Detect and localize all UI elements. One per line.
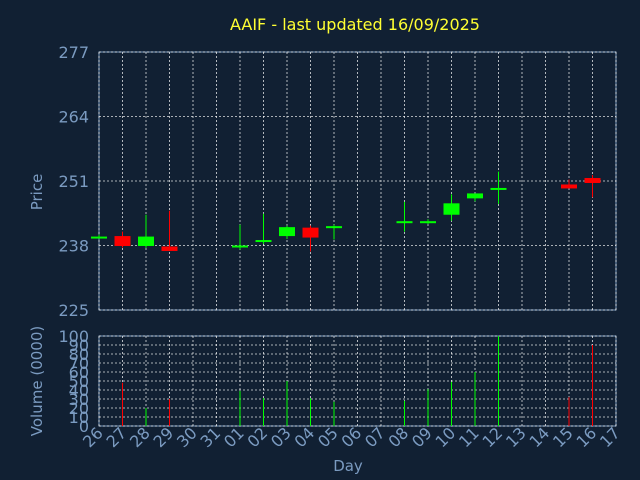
price-tick-labels: 225 238 251 264 277 [58, 43, 89, 320]
candle-body-down [584, 178, 601, 183]
price-tick-label: 264 [58, 108, 89, 127]
price-tick-label: 225 [58, 301, 89, 320]
candle-body-down [114, 236, 131, 246]
candle-body-up [467, 193, 483, 199]
volume-tick-label: 10 [69, 408, 89, 427]
price-tick-label: 277 [58, 43, 89, 62]
volume-tick-label: 70 [69, 354, 89, 373]
candle-body-down [302, 227, 319, 238]
candle-body-up [443, 203, 460, 215]
candle-body-up [420, 221, 436, 224]
volume-tick-label: 50 [69, 372, 89, 391]
candle-body-up [279, 227, 295, 237]
volume-tick-label: 20 [69, 399, 89, 418]
day-tick-label: 17 [596, 423, 624, 451]
volume-tick-label: 0 [79, 417, 89, 436]
candle-body-up [232, 245, 248, 248]
volume-tick-label: 30 [69, 390, 89, 409]
volume-tick-label: 90 [69, 336, 89, 355]
candle-body-up [490, 187, 507, 190]
volume-tick-label: 60 [69, 363, 89, 382]
day-axis-label: Day [333, 457, 363, 475]
candle-body-down [161, 246, 178, 251]
volume-bars [122, 336, 593, 426]
candlesticks [91, 171, 601, 252]
candle-body-up [91, 236, 107, 239]
candle-body-up [255, 240, 272, 243]
volume-tick-label: 40 [69, 381, 89, 400]
price-axis-label: Price [28, 174, 46, 211]
candle-body-up [326, 226, 342, 229]
price-tick-label: 251 [58, 172, 89, 191]
volume-axis-label: Volume (0000) [28, 326, 46, 436]
price-tick-label: 238 [58, 237, 89, 256]
price-grid [98, 51, 617, 311]
chart-title: AAIF - last updated 16/09/2025 [230, 15, 480, 34]
candle-body-down [561, 184, 577, 189]
candle-body-up [396, 221, 413, 224]
volume-tick-label: 80 [69, 345, 89, 364]
day-tick-labels: 2627282930310102030405060708091011121314… [79, 423, 624, 451]
candle-body-up [138, 236, 154, 246]
volume-tick-label: 100 [58, 327, 89, 346]
